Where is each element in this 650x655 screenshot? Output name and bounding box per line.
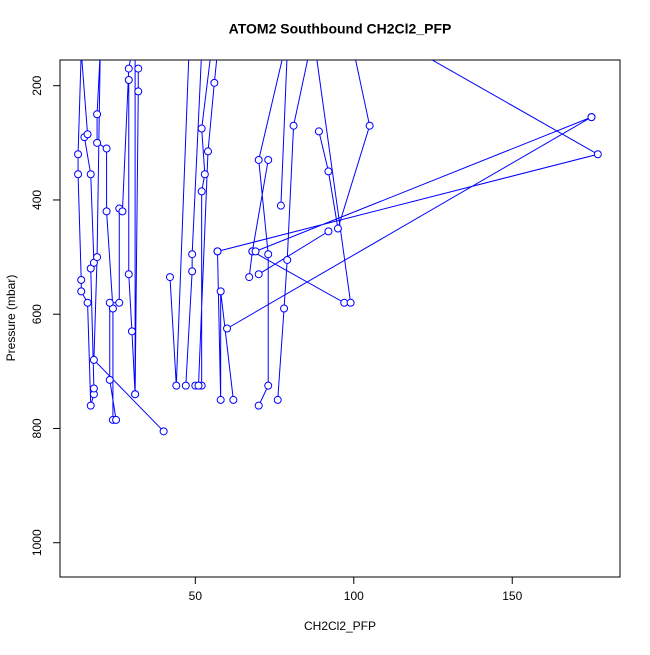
data-point (264, 381, 273, 390)
data-point (86, 401, 95, 410)
data-point (127, 327, 136, 336)
data-point (172, 381, 181, 390)
data-point (159, 427, 168, 436)
data-point (213, 247, 222, 256)
data-point (197, 187, 206, 196)
chart-title: ATOM2 Southbound CH2Cl2_PFP (229, 21, 452, 37)
data-point (112, 415, 121, 424)
data-point (102, 144, 111, 153)
data-point (93, 253, 102, 262)
data-point (254, 270, 263, 279)
data-point (188, 267, 197, 276)
data-point (124, 75, 133, 84)
data-point (200, 170, 209, 179)
data-point (276, 201, 285, 210)
y-tick-label: 400 (30, 190, 44, 210)
data-point (118, 207, 127, 216)
y-axis-label: Pressure (mbar) (4, 275, 18, 362)
data-point (124, 270, 133, 279)
y-tick-label: 800 (30, 418, 44, 438)
y-tick-label: 600 (30, 304, 44, 324)
data-point (251, 247, 260, 256)
data-point (216, 287, 225, 296)
data-point (89, 355, 98, 364)
y-tick-label: 200 (30, 75, 44, 95)
data-point (188, 250, 197, 259)
x-tick-label: 150 (502, 589, 522, 603)
data-point (134, 87, 143, 96)
x-tick-label: 100 (344, 589, 364, 603)
data-point (245, 273, 254, 282)
data-point (264, 250, 273, 259)
plot-area (74, 60, 602, 436)
data-point (89, 384, 98, 393)
data-point (86, 170, 95, 179)
y-tick-label: 1000 (30, 529, 44, 556)
data-point (83, 130, 92, 139)
x-tick-label: 50 (189, 589, 203, 603)
data-point (223, 324, 232, 333)
data-point (587, 113, 596, 122)
data-point (194, 381, 203, 390)
data-point (273, 395, 282, 404)
data-point (314, 127, 323, 136)
data-point (264, 155, 273, 164)
data-point (93, 110, 102, 119)
data-point (115, 298, 124, 307)
data-point (210, 78, 219, 87)
data-point (333, 224, 342, 233)
data-point (593, 150, 602, 159)
data-point (289, 121, 298, 130)
data-point (74, 170, 83, 179)
data-point (229, 395, 238, 404)
data-point (216, 395, 225, 404)
data-point (181, 381, 190, 390)
plot-frame (59, 59, 621, 578)
data-point (280, 304, 289, 313)
data-point (131, 390, 140, 399)
data-point (254, 155, 263, 164)
data-point (324, 167, 333, 176)
data-point (105, 375, 114, 384)
data-point (165, 273, 174, 282)
data-point (324, 227, 333, 236)
data-point (102, 207, 111, 216)
data-point (124, 64, 133, 73)
data-point (134, 64, 143, 73)
data-point (283, 255, 292, 264)
data-point (105, 298, 114, 307)
data-point (77, 275, 86, 284)
data-point (346, 298, 355, 307)
data-point (254, 401, 263, 410)
data-point (77, 287, 86, 296)
data-point (197, 124, 206, 133)
data-point (365, 121, 374, 130)
data-point (204, 147, 213, 156)
data-point (83, 298, 92, 307)
x-axis-label: CH2Cl2_PFP (304, 619, 376, 633)
data-point (93, 138, 102, 147)
data-point (74, 150, 83, 159)
